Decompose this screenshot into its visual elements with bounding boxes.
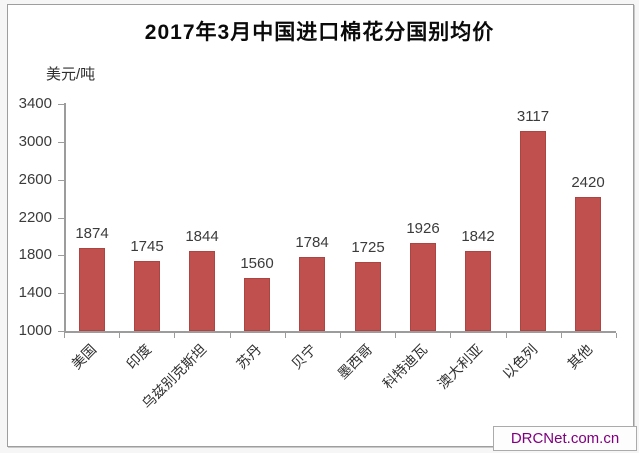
x-axis-tick: [64, 333, 65, 338]
x-axis-tick: [174, 333, 175, 338]
bar: [520, 130, 546, 331]
bar-value-label: 1844: [185, 228, 219, 246]
watermark-link[interactable]: DRCNet.com.cn: [493, 426, 637, 451]
x-axis-tick: [616, 333, 617, 338]
bar: [134, 260, 160, 331]
y-axis-unit-label: 美元/吨: [46, 66, 96, 83]
x-axis-label: 美国: [68, 341, 100, 373]
bar: [355, 262, 381, 331]
y-axis-tick: [58, 104, 64, 105]
x-axis-tick: [506, 333, 507, 338]
bar-value-label: 1560: [240, 255, 274, 273]
bar-value-label: 3117: [516, 107, 550, 125]
y-axis-tick-label: 1400: [18, 284, 52, 302]
y-axis-tick-label: 1000: [18, 322, 52, 339]
x-axis-tick: [561, 333, 562, 338]
y-axis-tick: [58, 293, 64, 295]
y-axis-tick: [58, 255, 64, 257]
y-axis-tick: [58, 331, 64, 332]
y-axis-tick: [58, 217, 64, 219]
bar: [244, 278, 270, 331]
y-axis-tick-label: 3400: [18, 95, 52, 112]
bar-value-label: 1725: [351, 239, 385, 257]
chart-title: 2017年3月中国进口棉花分国别均价: [144, 21, 495, 44]
bar: [465, 251, 491, 331]
bar: [299, 256, 325, 331]
y-axis-tick-label: 2200: [18, 208, 52, 226]
x-axis-tick: [450, 333, 451, 338]
bar: [189, 251, 215, 331]
bar-value-label: 1874: [75, 225, 109, 243]
bar: [410, 243, 436, 331]
y-axis-tick-label: 2600: [18, 170, 52, 188]
x-axis-tick: [395, 333, 396, 338]
bar: [79, 248, 105, 331]
y-axis-tick-label: 3000: [18, 132, 52, 150]
bar-value-label: 1842: [461, 228, 495, 246]
bar-value-label: 2420: [571, 173, 605, 191]
x-axis-tick: [285, 333, 286, 338]
x-axis-tick: [230, 333, 231, 338]
x-axis-tick: [340, 333, 341, 338]
x-axis-line: [64, 331, 616, 333]
y-axis-tick: [58, 179, 64, 181]
bar: [575, 196, 601, 331]
bar-value-label: 1745: [130, 237, 164, 255]
bar-value-label: 1784: [295, 233, 329, 251]
y-axis-tick: [58, 141, 64, 143]
y-axis-line: [64, 103, 66, 332]
bar-value-label: 1926: [406, 220, 440, 238]
x-axis-tick: [119, 333, 120, 338]
y-axis-tick-label: 1800: [18, 246, 52, 264]
